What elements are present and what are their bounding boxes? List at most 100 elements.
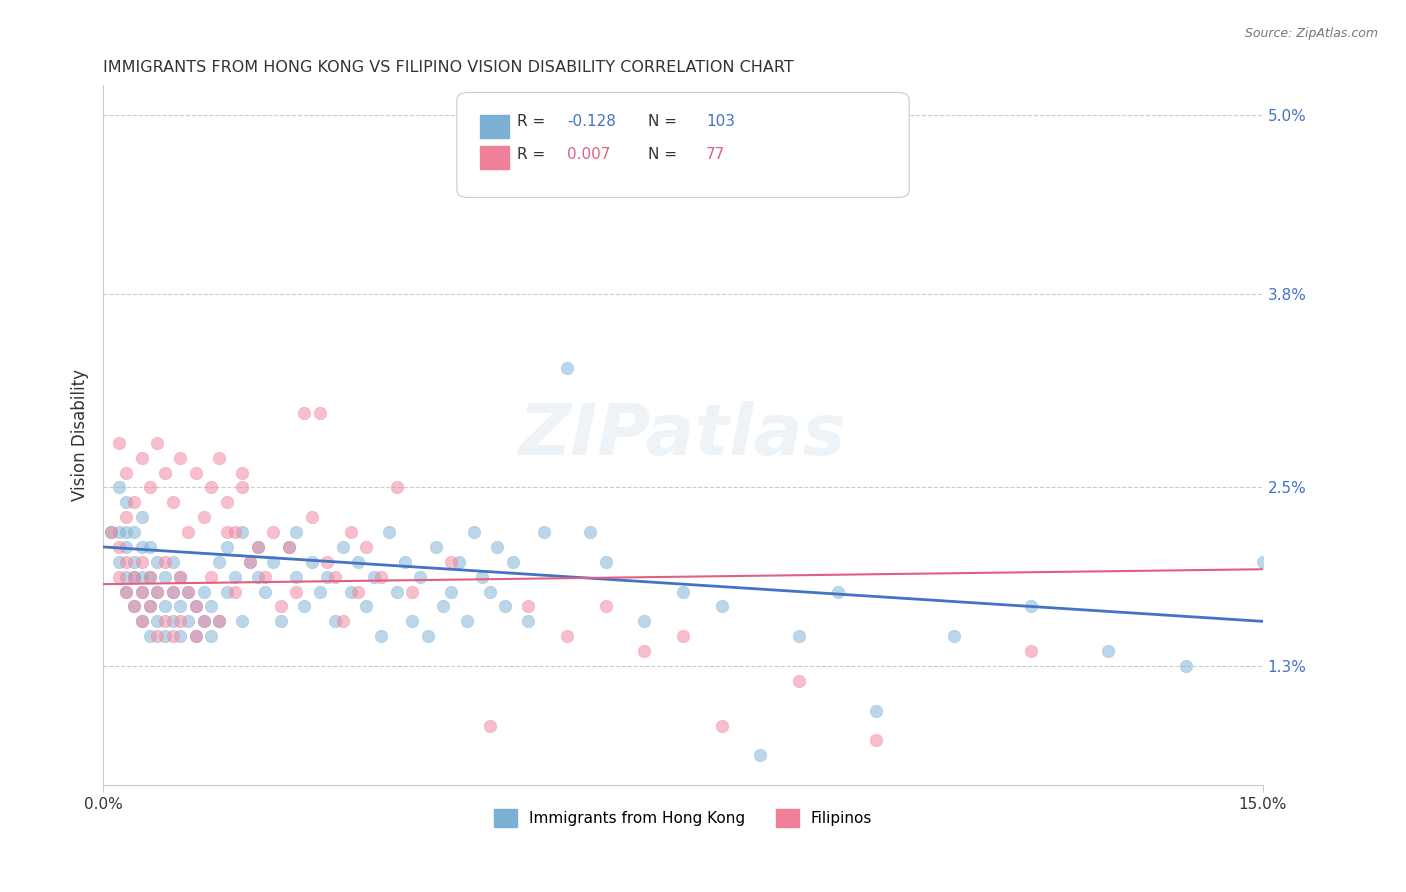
Point: [285, 584, 308, 599]
Point: [710, 718, 733, 732]
Point: [131, 584, 153, 599]
Point: [215, 584, 238, 599]
Point: [122, 570, 145, 584]
Point: [208, 615, 231, 629]
Point: [107, 555, 129, 569]
Point: [254, 584, 277, 599]
Point: [827, 584, 849, 599]
Point: [339, 524, 361, 539]
Point: [292, 406, 315, 420]
Point: [579, 524, 602, 539]
Point: [169, 629, 191, 643]
Point: [184, 599, 207, 614]
Point: [200, 599, 222, 614]
Point: [162, 584, 184, 599]
Point: [115, 524, 138, 539]
Point: [308, 584, 330, 599]
Point: [169, 615, 191, 629]
Point: [153, 570, 176, 584]
Point: [193, 510, 215, 524]
Point: [177, 584, 200, 599]
Point: [517, 599, 540, 614]
Point: [184, 629, 207, 643]
Point: [162, 584, 184, 599]
Point: [270, 599, 292, 614]
Point: [169, 599, 191, 614]
Point: [301, 510, 323, 524]
Point: [169, 570, 191, 584]
Point: [1174, 659, 1197, 673]
Point: [138, 629, 160, 643]
Point: [115, 570, 138, 584]
Point: [208, 555, 231, 569]
Point: [115, 555, 138, 569]
Text: R =: R =: [517, 146, 550, 161]
Point: [100, 524, 122, 539]
Point: [208, 450, 231, 465]
Point: [440, 584, 463, 599]
Point: [285, 524, 308, 539]
Point: [254, 570, 277, 584]
Text: ZIPatlas: ZIPatlas: [519, 401, 846, 470]
Point: [131, 555, 153, 569]
Text: IMMIGRANTS FROM HONG KONG VS FILIPINO VISION DISABILITY CORRELATION CHART: IMMIGRANTS FROM HONG KONG VS FILIPINO VI…: [103, 60, 794, 75]
Point: [1251, 555, 1274, 569]
Point: [193, 615, 215, 629]
Point: [122, 524, 145, 539]
Point: [131, 570, 153, 584]
Point: [153, 555, 176, 569]
Point: [138, 570, 160, 584]
Point: [332, 540, 354, 554]
Text: R =: R =: [517, 114, 550, 129]
Point: [478, 584, 501, 599]
Text: -0.128: -0.128: [567, 114, 616, 129]
Point: [138, 540, 160, 554]
Point: [277, 540, 299, 554]
Point: [162, 629, 184, 643]
Point: [184, 629, 207, 643]
Text: N =: N =: [648, 114, 678, 129]
Point: [370, 629, 392, 643]
Text: N =: N =: [648, 146, 678, 161]
Point: [478, 718, 501, 732]
Point: [115, 466, 138, 480]
Point: [177, 524, 200, 539]
Point: [153, 599, 176, 614]
Point: [146, 629, 169, 643]
Point: [122, 599, 145, 614]
Point: [865, 733, 887, 747]
Point: [138, 599, 160, 614]
Point: [672, 629, 695, 643]
Point: [502, 555, 524, 569]
Point: [555, 361, 578, 376]
Point: [208, 615, 231, 629]
Point: [200, 570, 222, 584]
Point: [370, 570, 392, 584]
Point: [633, 615, 655, 629]
Text: Source: ZipAtlas.com: Source: ZipAtlas.com: [1244, 27, 1378, 40]
Point: [177, 615, 200, 629]
Point: [354, 599, 377, 614]
FancyBboxPatch shape: [457, 93, 910, 197]
Point: [595, 555, 617, 569]
Point: [432, 599, 454, 614]
Point: [347, 584, 370, 599]
Point: [385, 480, 408, 494]
Point: [138, 599, 160, 614]
Point: [332, 615, 354, 629]
Point: [231, 466, 253, 480]
Point: [316, 555, 339, 569]
Point: [595, 599, 617, 614]
Point: [122, 555, 145, 569]
Point: [146, 555, 169, 569]
Point: [363, 570, 385, 584]
Point: [115, 495, 138, 509]
Point: [533, 524, 555, 539]
Point: [224, 584, 246, 599]
Point: [231, 615, 253, 629]
Point: [115, 584, 138, 599]
Point: [200, 629, 222, 643]
Point: [231, 524, 253, 539]
Point: [122, 599, 145, 614]
FancyBboxPatch shape: [479, 115, 509, 138]
